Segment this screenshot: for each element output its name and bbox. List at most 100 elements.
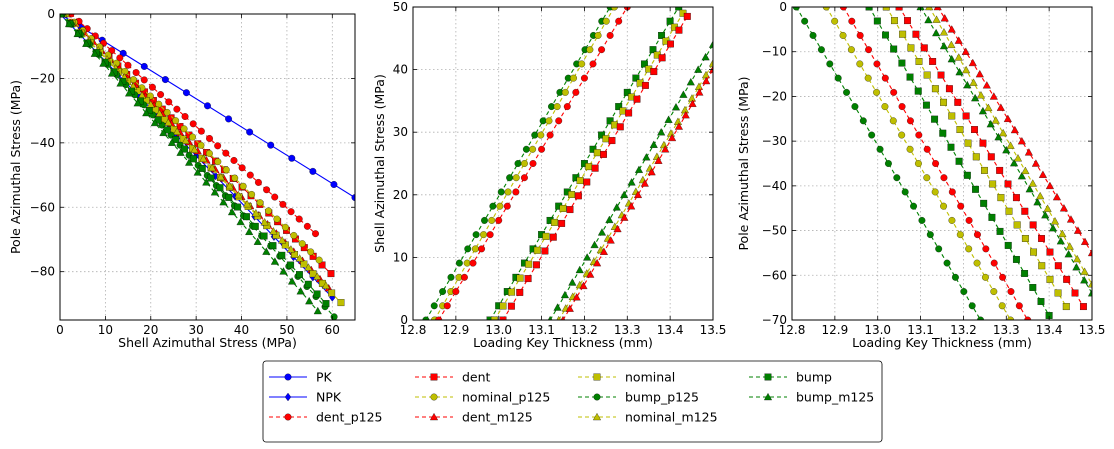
data-point-nominal_p125 [847, 46, 855, 54]
x-axis-label: Shell Azimuthal Stress (MPa) [118, 335, 297, 350]
data-point-dent [895, 7, 903, 11]
legend-label: bump [796, 370, 832, 385]
data-point-bump [632, 74, 640, 82]
y-tick-label: −20 [762, 89, 787, 103]
data-point-bump_m125 [994, 132, 1003, 141]
data-point-nominal_p125 [273, 215, 281, 223]
data-point-bump_m125 [133, 98, 142, 107]
data-point-dent_p125 [982, 245, 990, 253]
data-point-bump_m125 [708, 40, 713, 48]
data-point-bump_p125 [489, 202, 497, 210]
data-point-nominal_p125 [315, 256, 323, 264]
y-tick-label: 40 [393, 63, 408, 77]
data-point-dent_p125 [181, 113, 189, 120]
data-point-bump_m125 [649, 140, 658, 148]
data-point-dent_p125 [452, 288, 460, 295]
data-point-nominal_p125 [973, 259, 981, 267]
data-point-bump_m125 [553, 303, 562, 311]
data-point-nominal_m125 [687, 94, 697, 102]
legend-item-nominal: nominal [578, 370, 675, 385]
data-point-bump_m125 [296, 287, 305, 295]
data-point-bump [1029, 284, 1037, 291]
data-point-bump_p125 [430, 302, 438, 310]
data-point-nominal_m125 [939, 28, 948, 36]
data-point-dent_p125 [915, 131, 923, 139]
data-point-bump [666, 17, 674, 25]
data-point-nominal [981, 166, 988, 174]
data-point-nominal_p125 [948, 216, 956, 224]
data-point-bump_m125 [963, 80, 972, 89]
data-point-nominal_m125 [1073, 254, 1082, 263]
data-point-nominal_m125 [999, 128, 1008, 137]
data-point-bump_m125 [167, 138, 177, 146]
data-point-nominal_m125 [991, 116, 1000, 124]
data-point-dent_m125 [982, 81, 991, 89]
y-tick-label: −40 [30, 136, 55, 150]
data-point-bump [882, 31, 889, 39]
legend-label: nominal [625, 370, 675, 385]
data-point-nominal_p125 [496, 202, 504, 210]
data-point-bump_p125 [792, 7, 800, 11]
data-point-nominal [328, 289, 336, 297]
data-point-dent_p125 [116, 54, 124, 62]
data-point-bump_m125 [1080, 276, 1089, 284]
data-point-dent_p125 [263, 186, 271, 194]
y-axis-label: Pole Azimuthal Stress (MPa) [736, 76, 751, 250]
data-point-dent_p125 [279, 200, 287, 208]
data-point-nominal_m125 [962, 65, 971, 74]
data-point-nominal_p125 [940, 202, 948, 210]
data-point-bump_m125 [597, 228, 607, 236]
data-point-dent [641, 81, 649, 89]
data-point-nominal_m125 [1013, 154, 1023, 162]
data-point-bump_m125 [939, 41, 948, 50]
data-point-dent_p125 [132, 69, 140, 77]
series-dent_m125 [560, 65, 713, 320]
data-point-bump_m125 [82, 39, 91, 47]
y-tick-label: 0 [779, 0, 787, 14]
plot-frame [791, 6, 1093, 321]
data-point-bump_m125 [107, 69, 116, 77]
data-point-nominal_m125 [925, 7, 934, 11]
data-point-nominal_m125 [313, 272, 322, 280]
data-point-dent [524, 275, 532, 283]
data-point-nominal_p125 [290, 232, 298, 239]
x-tick-label: 13.2 [950, 323, 977, 337]
grid [792, 7, 1092, 320]
data-point-dent [912, 30, 920, 38]
data-point-nominal [964, 139, 972, 147]
data-point-dent [1038, 235, 1045, 242]
data-point-nominal [1021, 235, 1029, 242]
data-point-nominal_p125 [839, 32, 847, 39]
series-dent_p125 [435, 7, 631, 320]
series-nominal_p125 [430, 7, 618, 320]
data-point-nominal_p125 [265, 207, 272, 215]
data-point-PK [267, 141, 275, 149]
data-point-bump_m125 [202, 178, 211, 186]
data-point-bump_m125 [270, 257, 279, 265]
legend-item-bump_m125: bump_m125 [749, 390, 874, 405]
data-point-bump_m125 [99, 59, 108, 67]
data-point-dent [499, 316, 507, 320]
data-point-nominal [300, 260, 308, 268]
data-point-bump [972, 185, 979, 193]
data-point-bump_p125 [884, 160, 892, 167]
series-dent_p125 [839, 7, 1032, 320]
data-point-dent_m125 [1010, 125, 1019, 134]
data-point-bump [1004, 241, 1012, 249]
data-point-bump_m125 [236, 217, 245, 226]
data-point-bump [242, 213, 250, 221]
data-point-nominal [568, 191, 576, 198]
data-point-dent_p125 [965, 216, 973, 224]
data-point-dent_p125 [555, 117, 563, 125]
data-point-nominal [1062, 303, 1070, 311]
data-point-bump_p125 [531, 131, 539, 139]
data-point-nominal_p125 [113, 59, 120, 67]
data-point-nominal_m125 [1058, 229, 1067, 238]
data-point-bump_m125 [664, 115, 673, 123]
data-point-bump_m125 [253, 237, 262, 245]
data-point-dent_p125 [990, 259, 998, 267]
data-point-nominal_p125 [537, 131, 545, 139]
data-point-nominal_m125 [321, 281, 331, 289]
data-point-nominal_p125 [512, 174, 520, 182]
series-dent_p125 [67, 14, 319, 238]
